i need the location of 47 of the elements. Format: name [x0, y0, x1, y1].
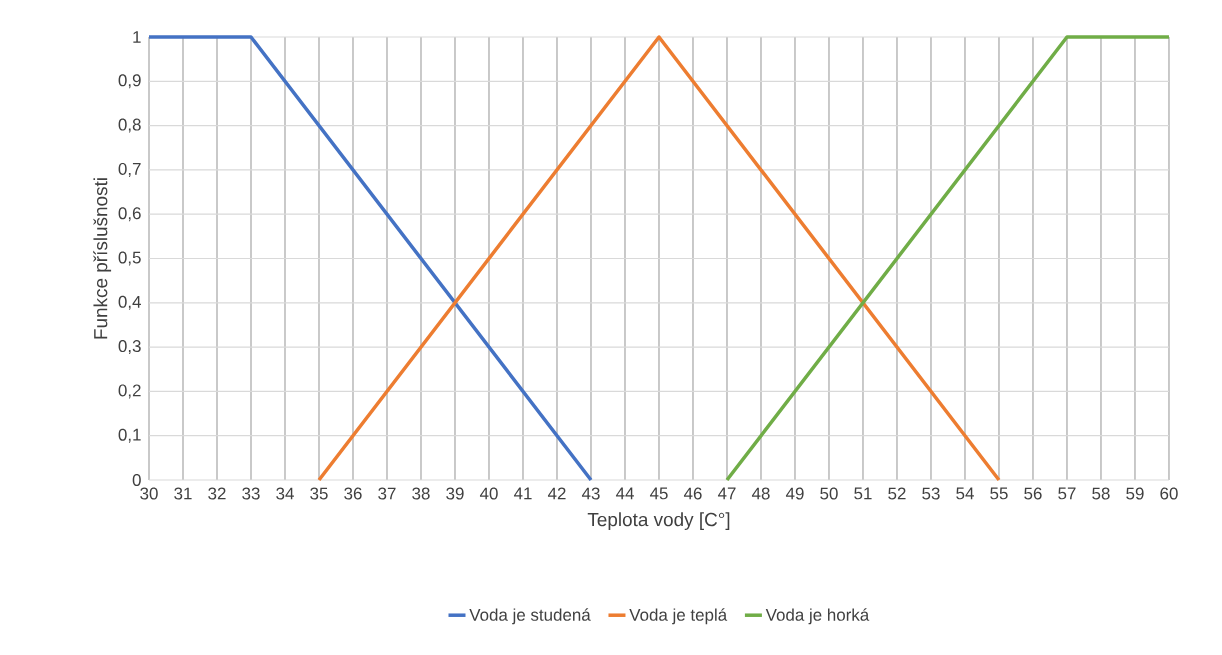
y-tick-label: 0,7 — [118, 162, 141, 177]
x-tick-label: 46 — [683, 487, 702, 500]
y-tick-label: 0,6 — [118, 207, 141, 222]
x-tick-label: 36 — [344, 487, 362, 500]
x-tick-label: 58 — [1092, 487, 1110, 500]
x-tick-label: 45 — [649, 487, 668, 500]
x-tick-label: 48 — [751, 487, 770, 500]
x-tick-label: 57 — [1058, 487, 1076, 500]
x-tick-label: 54 — [956, 487, 974, 500]
y-tick-label: 0,1 — [118, 428, 141, 443]
x-tick-label: 44 — [615, 487, 634, 500]
y-tick-label: 0 — [132, 474, 141, 486]
x-tick-label: 33 — [242, 487, 260, 500]
y-tick-label: 0,2 — [118, 384, 141, 399]
x-tick-label: 39 — [446, 487, 464, 500]
legend-label: Voda je teplá — [629, 608, 728, 625]
y-tick-label: 0,9 — [118, 74, 141, 89]
x-tick-label: 40 — [479, 487, 498, 500]
x-tick-label: 43 — [581, 487, 600, 500]
x-tick-label: 32 — [208, 487, 226, 500]
y-axis-title: Funkce příslušnosti — [93, 178, 112, 339]
legend-label: Voda je horká — [765, 608, 870, 625]
x-tick-label: 55 — [990, 487, 1008, 500]
x-tick-label: 52 — [888, 487, 906, 500]
x-tick-label: 47 — [717, 487, 736, 500]
x-tick-label: 34 — [276, 487, 294, 500]
x-tick-label: 35 — [310, 487, 328, 500]
y-tick-label: 0,4 — [118, 295, 141, 310]
y-tick-label: 0,8 — [118, 118, 141, 133]
x-tick-label: 50 — [820, 487, 838, 500]
x-tick-label: 37 — [378, 487, 396, 500]
x-tick-label: 56 — [1024, 487, 1042, 500]
legend-label: Voda je studená — [469, 608, 591, 625]
x-tick-label: 59 — [1126, 487, 1144, 500]
x-tick-label: 60 — [1160, 487, 1178, 500]
x-tick-label: 30 — [140, 487, 158, 500]
x-tick-label: 51 — [854, 487, 872, 500]
x-tick-label: 49 — [785, 487, 804, 500]
y-tick-label: 1 — [133, 31, 141, 43]
y-tick-label: 0,5 — [118, 251, 141, 266]
x-tick-label: 53 — [922, 487, 940, 500]
x-tick-label: 41 — [513, 487, 532, 500]
y-tick-label: 0,3 — [118, 340, 141, 355]
x-tick-label: 38 — [412, 487, 430, 500]
x-axis-title: Teplota vody [C°] — [587, 512, 730, 530]
x-tick-label: 42 — [547, 487, 566, 500]
x-tick-label: 31 — [174, 487, 192, 500]
